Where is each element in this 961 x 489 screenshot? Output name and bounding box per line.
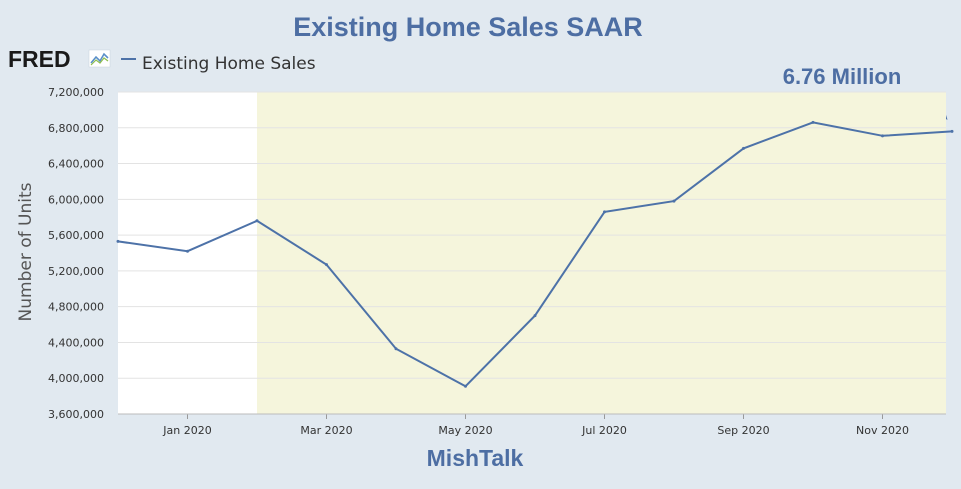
data-point xyxy=(533,314,537,318)
y-axis-label: Number of Units xyxy=(16,182,36,321)
x-tick-label: Jul 2020 xyxy=(581,424,627,437)
data-point xyxy=(186,249,189,253)
y-tick-label: 4,000,000 xyxy=(48,372,104,385)
gridlines xyxy=(118,91,946,415)
data-point xyxy=(464,384,467,388)
fred-logo-text: FRED xyxy=(8,46,71,72)
y-tick-label: 3,600,000 xyxy=(48,408,104,421)
y-tick-label: 4,800,000 xyxy=(48,301,104,314)
fred-logo: FRED xyxy=(8,46,111,72)
fred-chart-icon xyxy=(88,49,111,68)
data-points xyxy=(116,120,954,388)
data-point xyxy=(603,210,606,214)
y-tick-label: 5,200,000 xyxy=(48,265,104,278)
data-point xyxy=(394,347,398,351)
y-tick-label: 6,000,000 xyxy=(48,193,104,206)
data-point xyxy=(116,239,120,243)
legend: Existing Home Sales xyxy=(121,54,316,74)
x-tick-label: Sep 2020 xyxy=(717,424,769,437)
shaded-region xyxy=(257,92,946,414)
y-tick-label: 5,600,000 xyxy=(48,229,104,242)
data-point xyxy=(325,263,328,267)
y-axis-ticks: 3,600,000 4,000,000 4,400,000 4,800,000 5,20… xyxy=(48,86,104,421)
data-point xyxy=(881,134,884,138)
y-tick-label: 4,400,000 xyxy=(48,336,104,349)
annotation-label: 6.76 Million xyxy=(783,64,902,89)
data-point xyxy=(950,129,954,133)
x-axis-ticks: Jan 2020 Mar 2020 May 2020 Jul 2020 Sep 2020… xyxy=(162,414,909,437)
data-point xyxy=(672,199,676,203)
y-tick-label: 6,800,000 xyxy=(48,122,104,135)
y-tick-label: 6,400,000 xyxy=(48,158,104,171)
watermark: MishTalk xyxy=(427,445,524,471)
x-tick-label: Jan 2020 xyxy=(162,424,211,437)
legend-label: Existing Home Sales xyxy=(142,54,316,74)
data-point xyxy=(811,120,815,124)
data-point xyxy=(742,146,745,150)
x-tick-label: Mar 2020 xyxy=(300,424,352,437)
data-point xyxy=(255,219,259,223)
y-tick-label: 7,200,000 xyxy=(48,86,104,99)
x-tick-label: Nov 2020 xyxy=(856,424,909,437)
x-tick-label: May 2020 xyxy=(438,424,492,437)
chart-title: Existing Home Sales SAAR xyxy=(293,12,643,42)
